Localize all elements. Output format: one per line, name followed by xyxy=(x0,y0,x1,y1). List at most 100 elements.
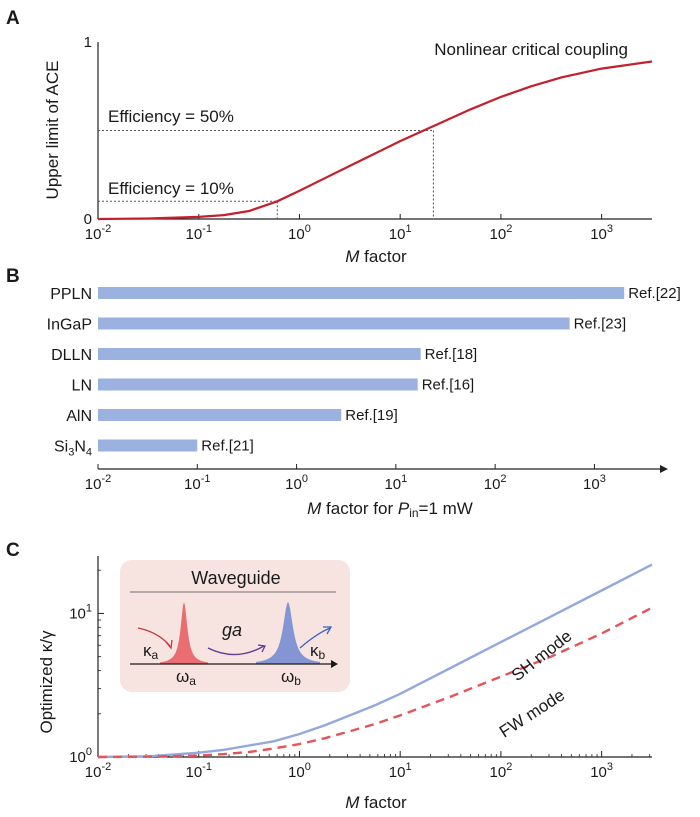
resonance-peak-b xyxy=(256,602,320,664)
category-label: Si3N4 xyxy=(54,439,92,459)
panel-c-xlabel: M factor xyxy=(345,793,407,812)
kappa-a-sub: a xyxy=(152,648,159,662)
coupling-label: ga xyxy=(222,620,242,640)
panel-b-xtick-label: 101 xyxy=(384,473,407,493)
resonance-peak-a xyxy=(160,602,208,664)
bar-ref-label: Ref.[21] xyxy=(201,438,254,455)
kappa-b-arrowhead xyxy=(323,626,333,635)
bar-ref-label: Ref.[22] xyxy=(628,285,681,302)
label-fw-mode: FW mode xyxy=(496,685,568,741)
panel-c: C 10-2 10-1 100 101 102 103 100 101 SH mode FW … xyxy=(6,540,653,812)
panel-letter-a: A xyxy=(6,8,20,29)
bar-si xyxy=(98,439,198,452)
bar-dlln xyxy=(98,348,421,360)
panel-c-ytick-label: 100 xyxy=(69,746,92,766)
bar-ingap xyxy=(98,317,570,330)
panel-a-series xyxy=(97,60,653,221)
panel-c-ytick-label: 101 xyxy=(69,602,92,622)
panel-b-axis-arrowhead xyxy=(660,465,668,473)
ace-curve xyxy=(97,60,653,221)
bar-ln xyxy=(98,378,418,391)
annotation-efficiency-10: Efficiency = 10% xyxy=(108,179,234,198)
panel-b-xlabel-m: M xyxy=(307,499,322,518)
panel-b-xtick-label: 10-1 xyxy=(184,473,210,493)
kappa-b-symbol: κ xyxy=(310,641,319,660)
panel-b-xtick-label: 102 xyxy=(484,473,507,493)
coupling-arrowhead xyxy=(257,644,266,653)
panel-c-xtick-label: 103 xyxy=(590,761,613,781)
frequency-axis-arrowhead xyxy=(331,660,338,668)
panel-a-guides xyxy=(98,130,434,219)
panel-a-xtick-label: 100 xyxy=(288,223,311,243)
category-label: PPLN xyxy=(50,286,92,303)
panel-a-ylabel: Upper limit of ACE xyxy=(43,61,62,200)
bar-aln xyxy=(98,409,342,421)
panel-c-xtick-label: 10-2 xyxy=(85,761,111,781)
omega-a-symbol: ω xyxy=(176,667,189,686)
panel-a-ytick-label: 1 xyxy=(84,34,92,51)
panel-b-bars: Ref.[22] PPLN Ref.[23] InGaP Ref.[18] DLLN Ref… xyxy=(47,285,681,459)
omega-b-sub: b xyxy=(294,674,301,688)
panel-c-xtick-label: 10-1 xyxy=(185,761,211,781)
panel-b-xtick-label: 103 xyxy=(583,473,606,493)
kappa-a-arrowhead xyxy=(165,639,173,650)
panel-b-axes: 10-2 10-1 100 101 102 103 xyxy=(85,464,668,493)
panel-a-xtick-label: 10-2 xyxy=(85,223,111,243)
annotation-critical-coupling: Nonlinear critical coupling xyxy=(434,40,628,59)
label-sh-mode: SH mode xyxy=(508,626,576,685)
panel-letter-b: B xyxy=(6,266,20,287)
kappa-a-label: κa xyxy=(143,641,159,662)
panel-a-xlabel: M factor xyxy=(345,247,407,266)
panel-a-xtick-label: 102 xyxy=(490,223,513,243)
category-label: AlN xyxy=(66,408,92,425)
panel-c-series xyxy=(97,563,653,759)
panel-a-xlabel-rest: factor xyxy=(359,247,407,266)
bar-ppln xyxy=(98,287,625,299)
panel-c-ylabel: Optimized κ/γ xyxy=(37,630,56,733)
panel-a-xtick-label: 10-1 xyxy=(185,223,211,243)
panel-c-xtick-label: 101 xyxy=(389,761,412,781)
panel-b-xlabel-sub: in xyxy=(409,506,418,520)
annotation-efficiency-50: Efficiency = 50% xyxy=(108,107,234,126)
panel-c-xlabel-rest: factor xyxy=(359,793,407,812)
category-label: LN xyxy=(72,378,92,395)
panel-c-xlabel-m: M xyxy=(345,793,360,812)
panel-c-xtick-label: 100 xyxy=(288,761,311,781)
panel-b-xlabel-end: =1 mW xyxy=(419,499,473,518)
kappa-b-label: κb xyxy=(310,641,326,662)
omega-b-label: ωb xyxy=(281,667,301,688)
panel-b-xtick-label: 10-2 xyxy=(85,473,111,493)
panel-a-xtick-label: 103 xyxy=(590,223,613,243)
category-label: InGaP xyxy=(47,317,92,334)
panel-b: B 10-2 10-1 100 101 102 103 Ref.[22]PPLNRef.[… xyxy=(6,266,681,520)
panel-a-ytick-label: 0 xyxy=(84,211,92,228)
panel-a-xlabel-m: M xyxy=(345,247,360,266)
sh-mode-curve xyxy=(97,563,653,759)
coupling-arrow xyxy=(207,645,265,656)
panel-a-xtick-label: 101 xyxy=(389,223,412,243)
category-label: DLLN xyxy=(51,347,92,364)
bar-ref-label: Ref.[18] xyxy=(425,346,478,363)
bar-ref-label: Ref.[19] xyxy=(345,407,398,424)
panel-b-xlabel: M factor for Pin=1 mW xyxy=(307,499,473,520)
omega-b-symbol: ω xyxy=(281,667,294,686)
panel-b-xtick-label: 100 xyxy=(285,473,308,493)
bar-ref-label: Ref.[16] xyxy=(422,377,475,394)
bar-ref-label: Ref.[23] xyxy=(574,316,627,333)
panel-c-xtick-label: 102 xyxy=(490,761,513,781)
kappa-b-sub: b xyxy=(319,648,326,662)
panel-letter-c: C xyxy=(6,540,20,561)
panel-c-axes: 10-2 10-1 100 101 102 103 100 101 xyxy=(69,556,652,781)
inset-title: Waveguide xyxy=(191,568,280,588)
kappa-a-symbol: κ xyxy=(143,641,152,660)
fw-mode-curve xyxy=(97,606,653,759)
waveguide-inset: Waveguide ga κa κb ωa ωb xyxy=(120,560,350,692)
panel-a-axes: 10-2 10-1 100 101 102 103 0 1 xyxy=(84,34,652,243)
panel-a: A 10-2 10-1 100 101 102 103 0 1 Nonlinear criti… xyxy=(6,8,653,266)
omega-a-sub: a xyxy=(189,674,196,688)
panel-b-xlabel-p: P xyxy=(398,499,410,518)
omega-a-label: ωa xyxy=(176,667,196,688)
kappa-b-arrow xyxy=(299,627,331,649)
panel-b-xlabel-mid: factor for xyxy=(321,499,398,518)
